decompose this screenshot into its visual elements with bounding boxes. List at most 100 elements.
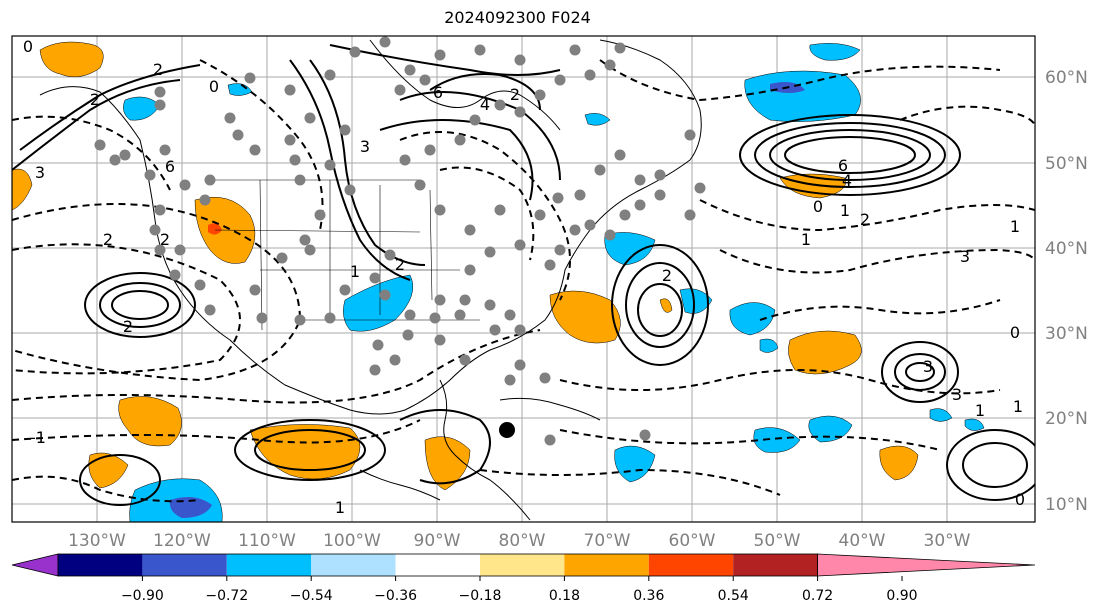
- station-dot: [514, 239, 526, 251]
- station-dot: [604, 229, 616, 241]
- station-dot: [484, 246, 496, 258]
- station-dot: [379, 289, 391, 301]
- station-dot: [604, 59, 616, 71]
- station-dot: [154, 86, 166, 98]
- station-dot: [474, 44, 486, 56]
- contour-label: 3: [923, 357, 933, 376]
- colorbar-tick-label: −0.18: [459, 588, 502, 604]
- station-dot: [514, 359, 526, 371]
- station-dot: [684, 129, 696, 141]
- station-dot: [459, 354, 471, 366]
- station-dot: [402, 329, 414, 341]
- contour-label: 6: [165, 157, 175, 176]
- contour-label: 1: [975, 401, 985, 420]
- contour-label: 1: [1010, 217, 1020, 236]
- contour-label: 1: [335, 498, 345, 517]
- station-dot: [614, 42, 626, 54]
- station-dot: [324, 312, 336, 324]
- map-title: 2024092300 F024: [444, 8, 591, 27]
- shaded-regions: [12, 41, 985, 522]
- station-dot: [109, 154, 121, 166]
- longitude-label: 130°W: [68, 531, 126, 551]
- longitude-label: 30°W: [924, 531, 971, 551]
- contour-label: 3: [952, 385, 962, 404]
- station-dot: [244, 72, 256, 84]
- colorbar-tick-label: 0.36: [633, 588, 664, 604]
- station-dot: [514, 54, 526, 66]
- station-dot: [459, 294, 471, 306]
- station-dot: [199, 194, 211, 206]
- station-dot: [369, 364, 381, 376]
- station-dot: [284, 134, 296, 146]
- station-dot: [534, 209, 546, 221]
- longitude-label: 80°W: [499, 531, 546, 551]
- station-dot: [399, 154, 411, 166]
- latitude-label: 50°N: [1045, 154, 1088, 174]
- latitude-label: 40°N: [1045, 239, 1088, 259]
- longitude-label: 110°W: [238, 531, 296, 551]
- station-dot: [174, 244, 186, 256]
- contour-label: 2: [90, 90, 100, 109]
- station-dot: [434, 334, 446, 346]
- colorbar-tick-label: 0.54: [718, 588, 749, 604]
- station-dot: [339, 284, 351, 296]
- contour-label: 1: [1013, 397, 1023, 416]
- station-dot: [514, 106, 526, 118]
- station-dot: [434, 204, 446, 216]
- contour-label: 3: [360, 137, 370, 156]
- colorbar-tick-label: −0.54: [290, 588, 333, 604]
- station-dot: [159, 144, 171, 156]
- station-dot: [314, 209, 326, 221]
- contour-label: 1: [350, 262, 360, 281]
- station-dot: [544, 259, 556, 271]
- station-dot: [289, 154, 301, 166]
- station-dot: [514, 324, 526, 336]
- station-dot: [694, 182, 706, 194]
- colorbar-tick-label: 0.18: [549, 588, 580, 604]
- station-dot: [634, 174, 646, 186]
- station-dot: [204, 174, 216, 186]
- station-dot: [204, 304, 216, 316]
- station-dot: [569, 44, 581, 56]
- contour-label: 2: [510, 85, 520, 104]
- colorbar-segment: [648, 554, 734, 576]
- station-dot: [429, 312, 441, 324]
- contour-label: 0: [209, 77, 219, 96]
- station-dot: [339, 124, 351, 136]
- station-dot: [404, 309, 416, 321]
- contour-label: 3: [35, 163, 45, 182]
- station-dot: [434, 294, 446, 306]
- latitude-label: 60°N: [1045, 68, 1088, 88]
- contour-label: 0: [1010, 323, 1020, 342]
- station-dot: [504, 374, 516, 386]
- contour-label: 2: [103, 230, 113, 249]
- station-dot: [584, 219, 596, 231]
- contour-label: 1: [801, 230, 811, 249]
- contour-label: 4: [842, 171, 852, 190]
- station-dot: [464, 224, 476, 236]
- station-dot: [169, 269, 181, 281]
- station-dot: [224, 112, 236, 124]
- station-dot: [584, 69, 596, 81]
- station-dot: [484, 299, 496, 311]
- latitude-label: 30°N: [1045, 324, 1088, 344]
- station-dot: [614, 149, 626, 161]
- contour-label: 6: [433, 83, 443, 102]
- station-dot: [414, 179, 426, 191]
- colorbar-tick-label: −0.90: [121, 588, 164, 604]
- station-dot: [294, 314, 306, 326]
- colorbar-tick-label: 0.72: [802, 588, 833, 604]
- colorbar-segment: [58, 554, 143, 576]
- station-dot: [552, 192, 564, 204]
- station-dot: [304, 244, 316, 256]
- contour-label: 2: [860, 210, 870, 229]
- station-dot: [144, 169, 156, 181]
- station-dot: [256, 312, 268, 324]
- station-dot: [654, 169, 666, 181]
- colorbar-tick-label: 0.90: [886, 588, 917, 604]
- station-dot: [554, 244, 566, 256]
- station-dot: [464, 264, 476, 276]
- contour-label: 6: [838, 156, 848, 175]
- station-dot: [494, 204, 506, 216]
- colorbar: [11, 553, 1036, 577]
